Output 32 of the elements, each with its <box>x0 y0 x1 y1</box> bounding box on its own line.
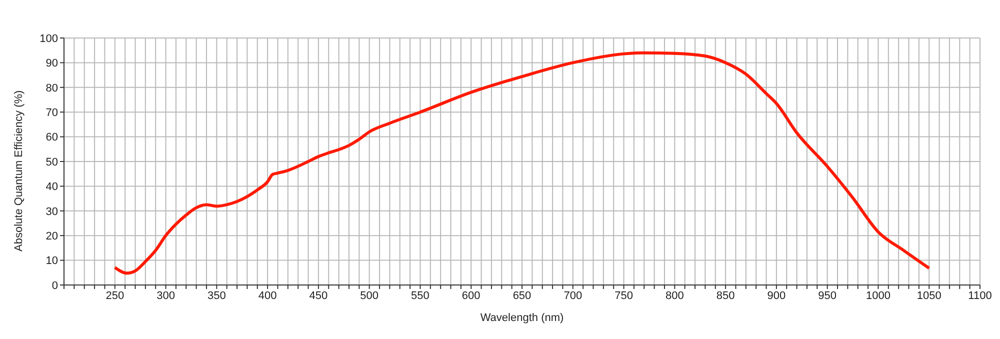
x-tick-label: 1100 <box>968 290 992 302</box>
y-tick-label: 100 <box>40 32 58 45</box>
y-tick-label: 90 <box>46 58 58 70</box>
x-tick-label: 650 <box>512 290 532 302</box>
x-tick-label: 500 <box>360 290 379 302</box>
line-series <box>113 51 931 275</box>
x-tick-label: 850 <box>716 290 735 302</box>
x-tick-label: 400 <box>258 290 277 302</box>
x-tick-label: 350 <box>207 290 226 302</box>
x-tick-label: 950 <box>818 290 837 302</box>
y-tick-label: 0 <box>52 280 58 292</box>
y-tick-label: 80 <box>46 82 58 94</box>
y-tick-label: 50 <box>46 156 58 168</box>
x-tick-label: 300 <box>156 290 175 302</box>
x-axis-title: Wavelength (nm) <box>480 312 564 324</box>
x-tick-label: 1050 <box>916 290 942 302</box>
y-tick-label: 20 <box>46 230 58 243</box>
y-axis-title: Absolute Quantum Efficiency (%) <box>12 90 25 252</box>
x-tick-label: 550 <box>411 290 430 302</box>
x-tick-label: 800 <box>665 290 684 302</box>
x-tick-label: 450 <box>309 290 328 302</box>
x-tick-label: 700 <box>564 290 582 302</box>
x-tick-label: 600 <box>462 290 480 302</box>
x-tick-label: 900 <box>767 290 786 302</box>
y-tick-label: 10 <box>46 255 58 268</box>
x-tick-label: 750 <box>614 290 633 302</box>
x-tick-label: 250 <box>106 290 124 302</box>
y-tick-label: 70 <box>46 107 58 120</box>
y-tick-label: 40 <box>46 181 58 194</box>
x-tick-label: 1000 <box>866 290 890 302</box>
y-tick-label: 60 <box>46 132 58 144</box>
y-tick-label: 30 <box>46 206 58 218</box>
